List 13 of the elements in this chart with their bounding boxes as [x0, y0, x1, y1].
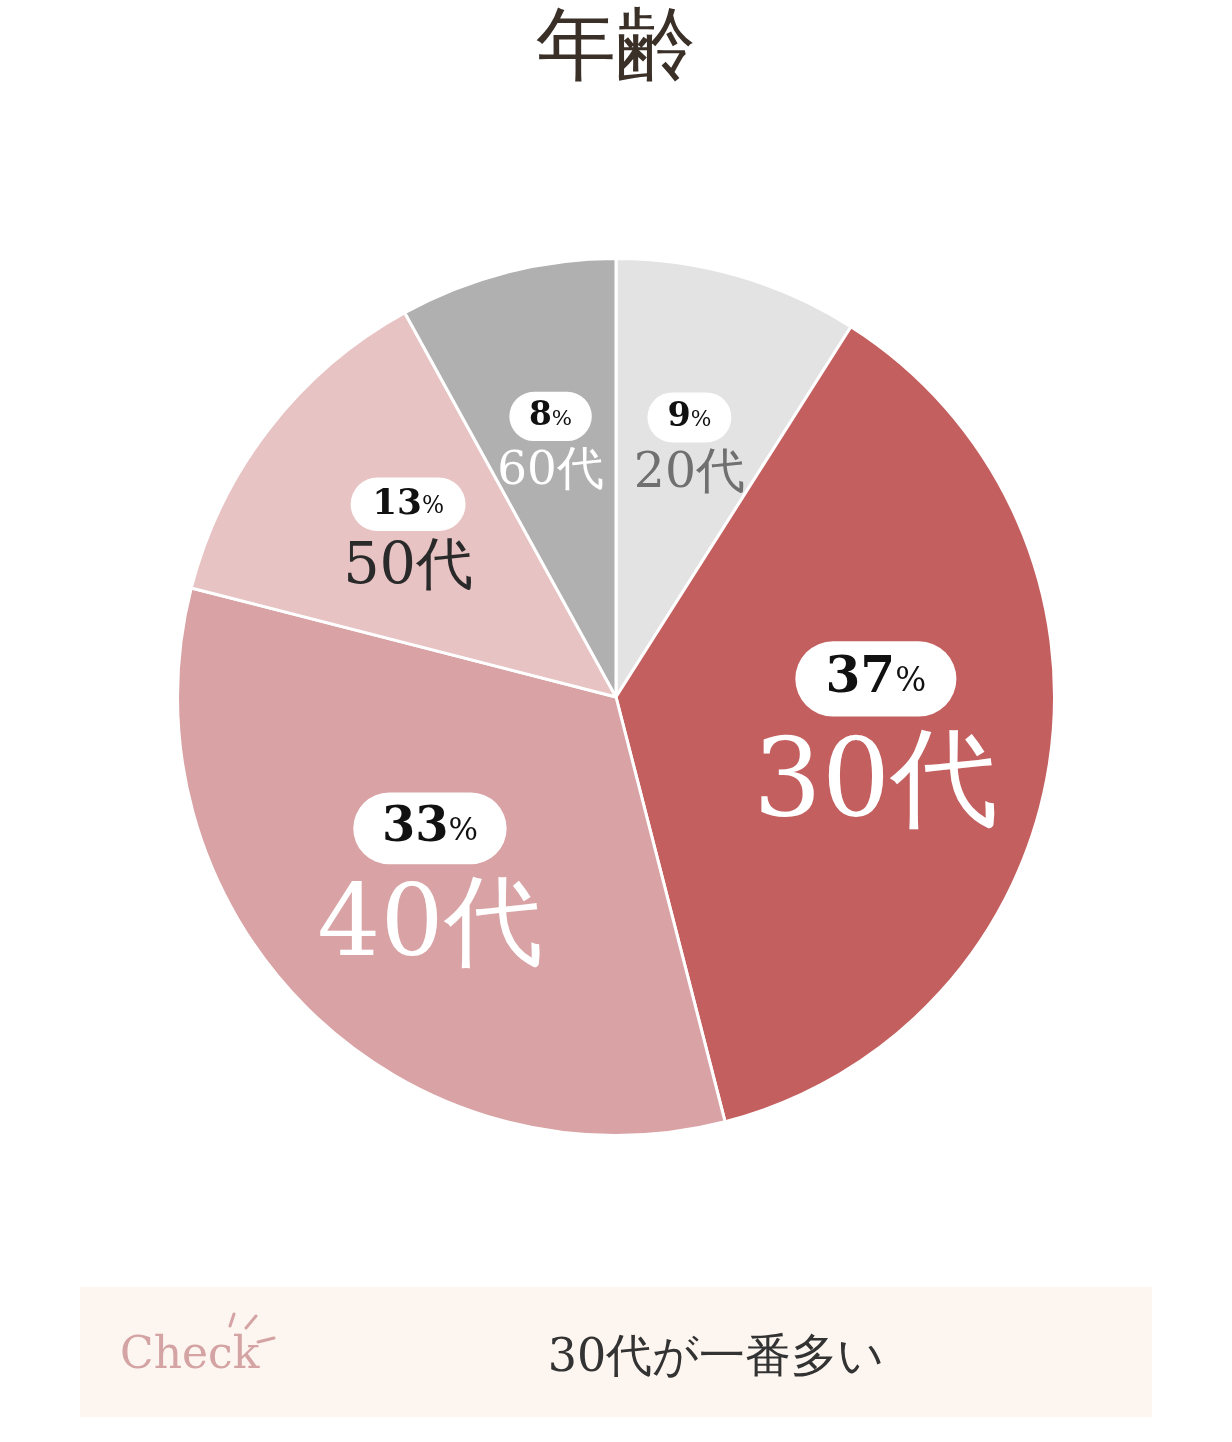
slice-label: 60代: [497, 440, 604, 495]
data-label: 33%: [381, 795, 478, 852]
text: 30代が一番多い: [546, 1327, 886, 1384]
data-label: 37%: [825, 644, 927, 704]
slice-label: 30代: [753, 714, 999, 840]
data-label: 8%: [529, 393, 573, 433]
text: Check: [120, 1327, 260, 1378]
slice-label: 20代: [633, 441, 746, 499]
slice-label: 50代: [343, 530, 474, 598]
data-label: 9%: [667, 395, 712, 435]
chart-title: 年齢: [535, 0, 697, 93]
data-label: 13%: [372, 479, 445, 522]
slice-label: 40代: [317, 862, 543, 978]
